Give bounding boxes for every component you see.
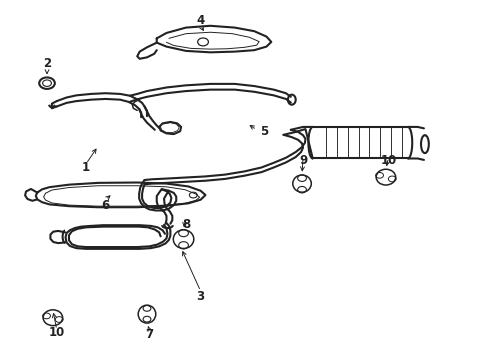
Text: 5: 5 bbox=[259, 125, 267, 138]
Text: 10: 10 bbox=[380, 154, 396, 167]
Text: 8: 8 bbox=[182, 218, 190, 231]
Text: 9: 9 bbox=[298, 154, 306, 167]
Text: 7: 7 bbox=[145, 328, 153, 341]
Text: 10: 10 bbox=[48, 326, 65, 339]
Text: 2: 2 bbox=[43, 57, 51, 70]
Text: 6: 6 bbox=[101, 199, 109, 212]
Text: 4: 4 bbox=[196, 14, 204, 27]
Text: 1: 1 bbox=[82, 161, 90, 174]
Text: 3: 3 bbox=[196, 290, 204, 303]
